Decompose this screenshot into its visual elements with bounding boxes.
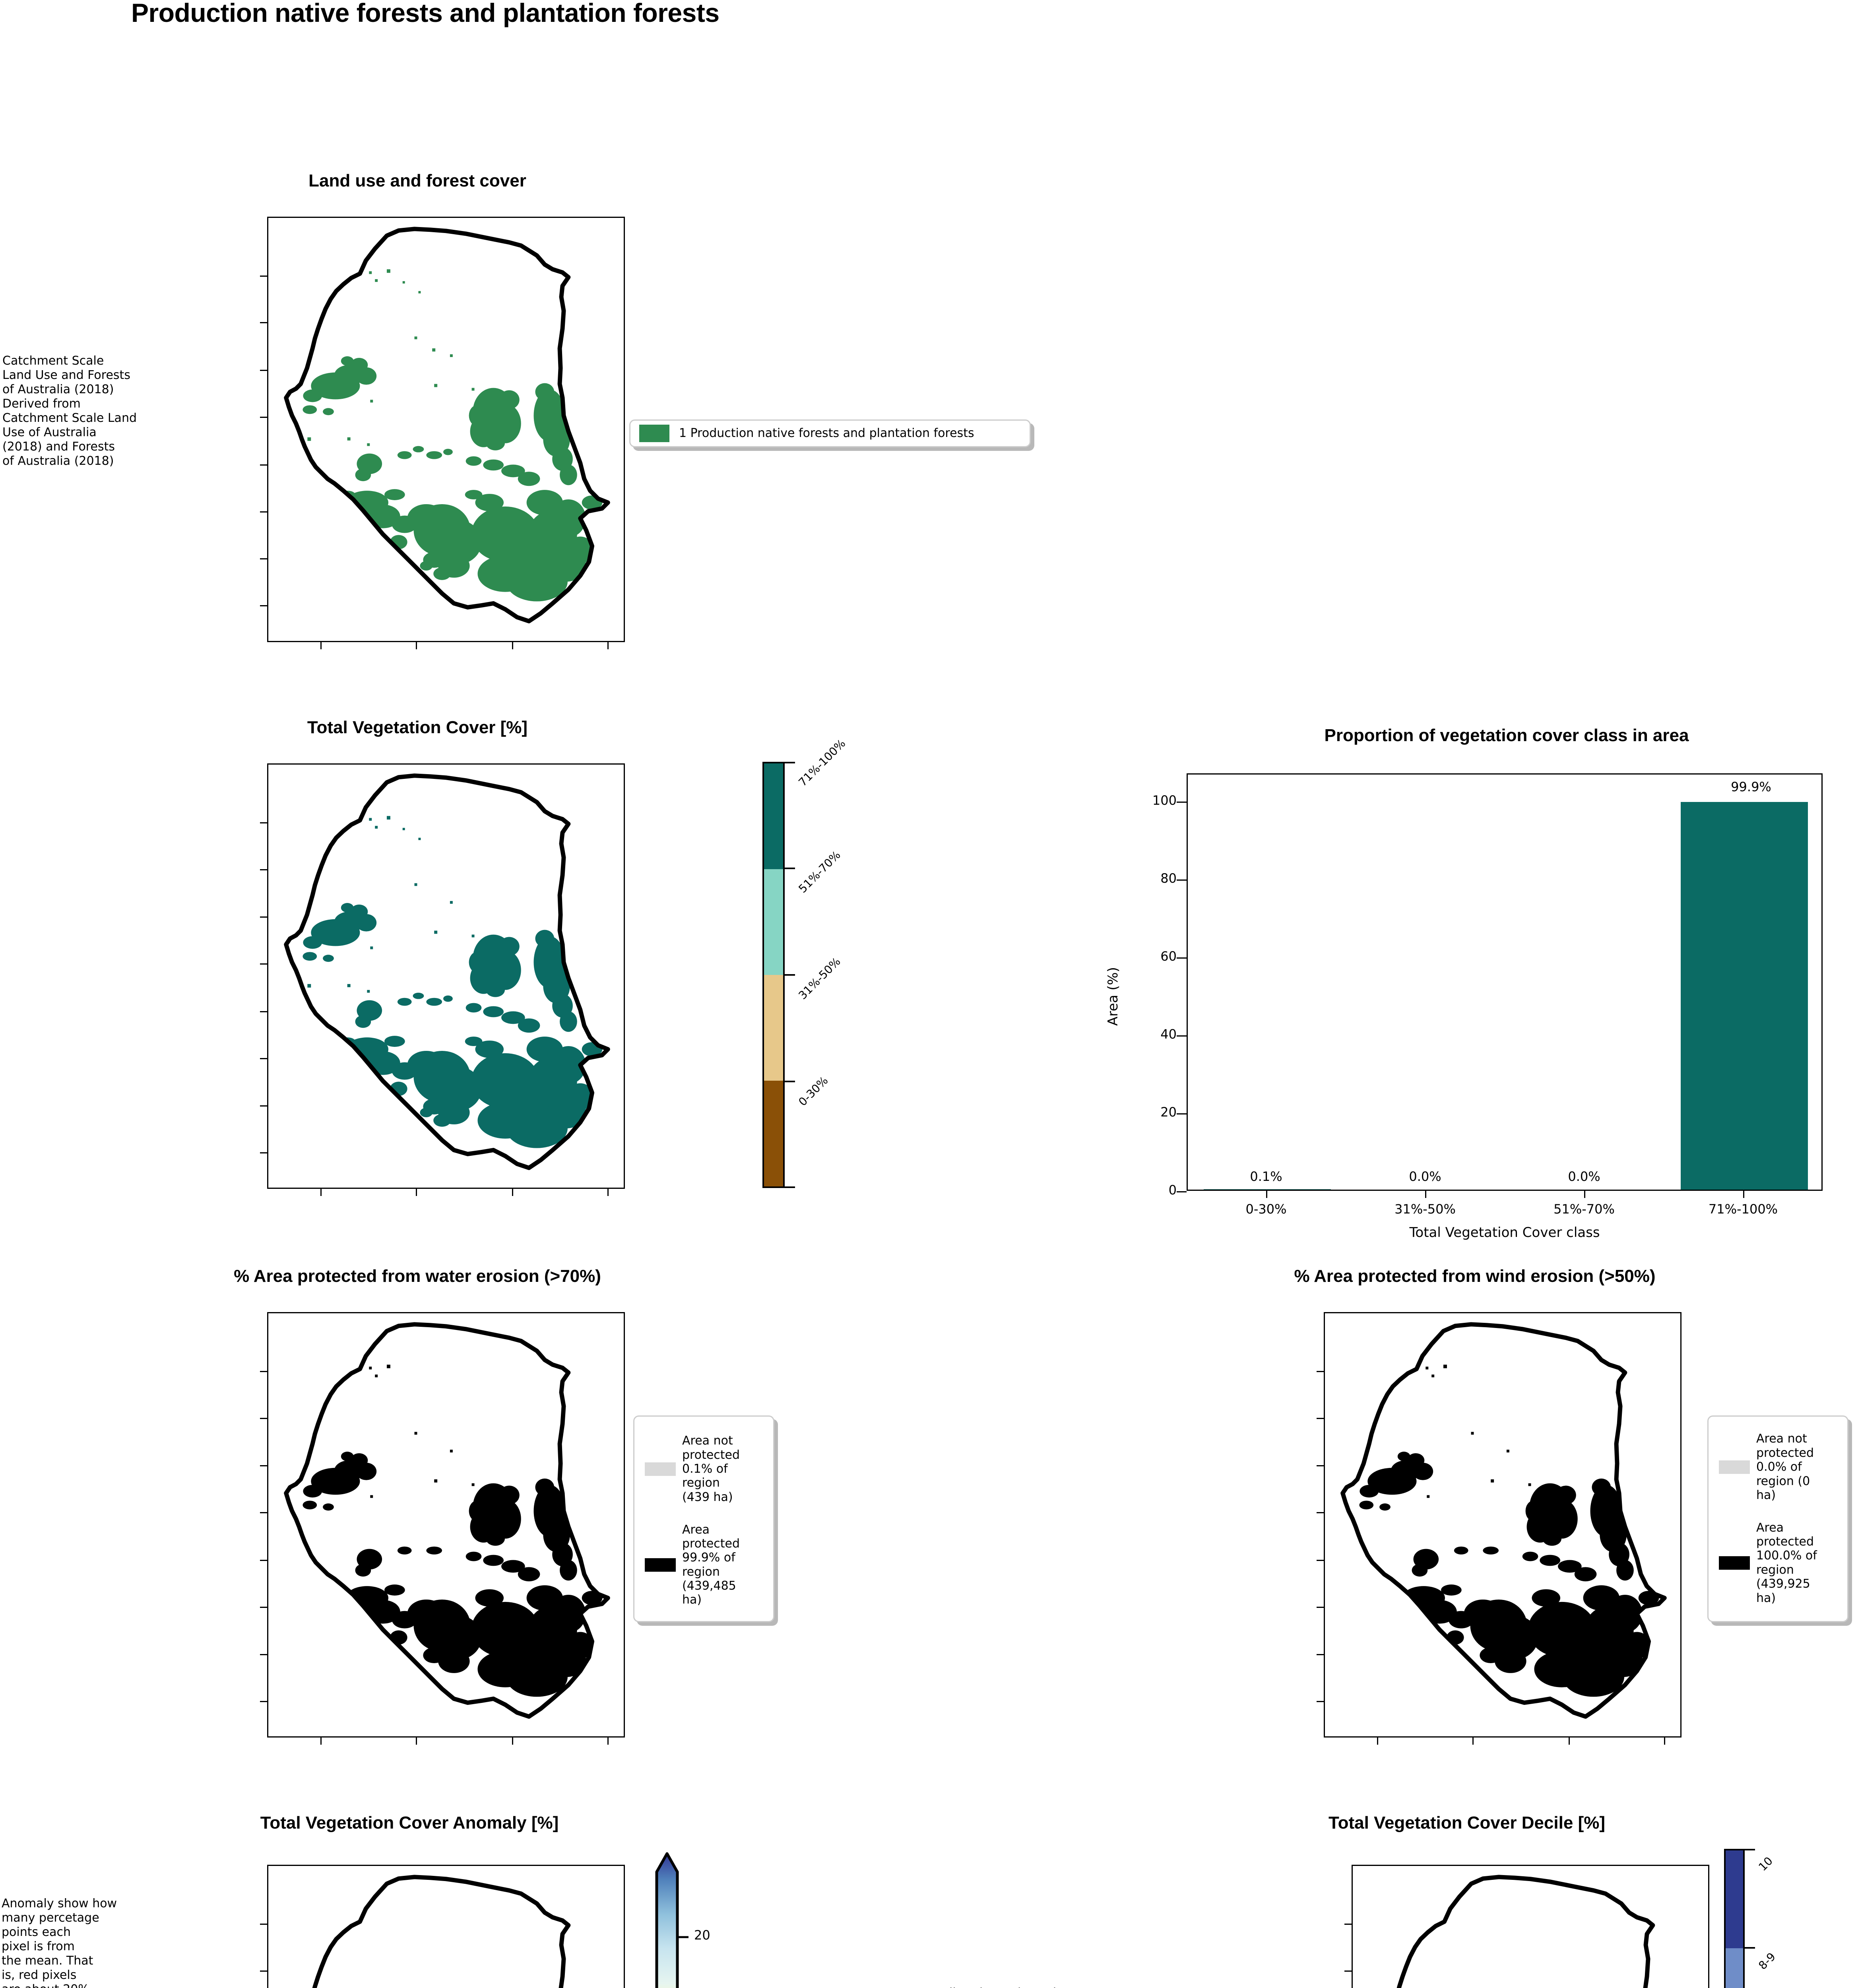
decile-colorbar-tick bbox=[1745, 1849, 1755, 1850]
chart-title: Proportion of vegetation cover class in … bbox=[1324, 726, 1689, 745]
wind-legend-label-protected: Area protected 100.0% of region (439,925… bbox=[1756, 1520, 1817, 1605]
chart-ytick-80: 80 bbox=[1160, 871, 1177, 886]
water-legend-swatch-protected bbox=[645, 1558, 676, 1572]
vegcover-colorbar-label-31-50: 31%-50% bbox=[796, 955, 843, 1002]
vegcover-colorbar-tick bbox=[785, 974, 795, 976]
vegcover-colorbar-label-0-30: 0-30% bbox=[796, 1074, 831, 1109]
vegcover-colorbar[interactable]: 71%-100% 51%-70% 31%-50% 0-30% bbox=[762, 737, 921, 1191]
vegcover-panel-title: Total Vegetation Cover [%] bbox=[307, 718, 528, 737]
anomaly-map[interactable] bbox=[267, 1865, 625, 1988]
bar-71-100[interactable] bbox=[1681, 802, 1808, 1190]
forest-cover-raster bbox=[303, 269, 607, 602]
decile-colorbar-label-10: 10 bbox=[1756, 1854, 1775, 1874]
wind-legend-label-not-protected: Area not protected 0.0% of region (0 ha) bbox=[1756, 1432, 1814, 1502]
vegcover-colorbar-seg-51-70 bbox=[764, 869, 783, 975]
water-erosion-legend[interactable]: Area not protected 0.1% of region (439 h… bbox=[633, 1415, 774, 1622]
water-legend-label-protected: Area protected 99.9% of region (439,485 … bbox=[682, 1522, 740, 1607]
water-erosion-map[interactable] bbox=[267, 1312, 625, 1738]
chart-xtick-71-100: 71%-100% bbox=[1708, 1202, 1778, 1217]
chart-ytick-0: 0 bbox=[1168, 1182, 1177, 1198]
vegcover-colorbar-tick bbox=[785, 1186, 795, 1188]
catchment-boundary bbox=[284, 227, 610, 623]
chart-x-axis-label: Total Vegetation Cover class bbox=[1409, 1225, 1600, 1241]
anomaly-panel-title: Total Vegetation Cover Anomaly [%] bbox=[260, 1813, 559, 1833]
landuse-legend[interactable]: 1 Production native forests and plantati… bbox=[629, 419, 1031, 447]
water-erosion-map-svg bbox=[284, 1322, 610, 1719]
vegcover-colorbar-seg-0-30 bbox=[764, 1081, 783, 1186]
water-legend-swatch-not-protected bbox=[645, 1462, 676, 1476]
vegcover-colorbar-label-51-70: 51%-70% bbox=[796, 848, 843, 896]
anomaly-colorbar[interactable]: 20 10 0 −10 −20 bbox=[636, 1845, 767, 1988]
chart-y-axis-label: Area (%) bbox=[1105, 967, 1121, 1026]
landuse-map[interactable] bbox=[267, 217, 625, 642]
bar-0-30[interactable] bbox=[1204, 1189, 1331, 1190]
anomaly-colorbar-svg bbox=[655, 1852, 689, 1988]
chart-ytick-100: 100 bbox=[1152, 793, 1177, 808]
wind-erosion-panel-title: % Area protected from wind erosion (>50%… bbox=[1294, 1266, 1656, 1286]
decile-map[interactable] bbox=[1352, 1865, 1709, 1988]
landuse-map-svg bbox=[284, 227, 610, 623]
chart-xtick-0-30: 0-30% bbox=[1245, 1202, 1287, 1217]
landuse-legend-label: 1 Production native forests and plantati… bbox=[679, 426, 974, 441]
landuse-panel-title: Land use and forest cover bbox=[308, 171, 526, 190]
bar-value-label-71-100: 99.9% bbox=[1731, 779, 1771, 794]
wind-erosion-map-svg bbox=[1340, 1322, 1667, 1719]
vegcover-colorbar-box bbox=[762, 762, 785, 1188]
anomaly-colorbar-tick-20: 20 bbox=[694, 1928, 710, 1943]
vegcover-colorbar-seg-31-50 bbox=[764, 975, 783, 1081]
decile-colorbar-box bbox=[1724, 1849, 1745, 1988]
decile-colorbar-label-8-9: 8-9 bbox=[1756, 1950, 1778, 1972]
landuse-legend-swatch bbox=[639, 425, 669, 442]
chart-ytick-40: 40 bbox=[1160, 1027, 1177, 1042]
vegcover-colorbar-seg-71-100 bbox=[764, 763, 783, 869]
wind-erosion-legend[interactable]: Area not protected 0.0% of region (0 ha)… bbox=[1707, 1415, 1848, 1622]
wind-legend-swatch-protected bbox=[1719, 1556, 1750, 1570]
chart-ytick-60: 60 bbox=[1160, 949, 1177, 964]
chart-xtick-51-70: 51%-70% bbox=[1554, 1202, 1615, 1217]
anomaly-side-note: Anomaly show how many percetage points e… bbox=[2, 1897, 117, 1988]
chart-xtick-31-50: 31%-50% bbox=[1394, 1202, 1456, 1217]
proportion-bar-chart[interactable] bbox=[1187, 773, 1823, 1191]
vegcover-map-svg bbox=[284, 773, 610, 1170]
wind-erosion-map[interactable] bbox=[1324, 1312, 1682, 1738]
decile-colorbar-seg-8-9 bbox=[1726, 1948, 1743, 1988]
wind-legend-swatch-not-protected bbox=[1719, 1460, 1750, 1474]
decile-colorbar-tick bbox=[1745, 1947, 1755, 1949]
vegcover-colorbar-tick bbox=[785, 868, 795, 869]
bar-value-label-0-30: 0.1% bbox=[1250, 1169, 1282, 1184]
decile-panel-title: Total Vegetation Cover Decile [%] bbox=[1328, 1813, 1605, 1833]
decile-map-svg bbox=[1396, 1875, 1655, 1988]
vegcover-map[interactable] bbox=[267, 763, 625, 1189]
decile-colorbar[interactable]: 10 8-9 4-7 2-3 1 bbox=[1724, 1849, 1855, 1988]
water-erosion-panel-title: % Area protected from water erosion (>70… bbox=[234, 1266, 601, 1286]
landuse-side-note: Catchment Scale Land Use and Forests of … bbox=[2, 354, 137, 468]
page-title: Production native forests and plantation… bbox=[131, 0, 720, 27]
bar-value-label-51-70: 0.0% bbox=[1568, 1169, 1600, 1184]
anomaly-map-svg bbox=[312, 1875, 571, 1988]
vegcover-colorbar-label-71-100: 71%-100% bbox=[796, 737, 848, 789]
decile-colorbar-seg-10 bbox=[1726, 1850, 1743, 1948]
chart-ytick-20: 20 bbox=[1160, 1105, 1177, 1120]
decile-side-note: Deciles show where the pixel value lies … bbox=[926, 1986, 1117, 1988]
bar-value-label-31-50: 0.0% bbox=[1409, 1169, 1441, 1184]
water-legend-label-not-protected: Area not protected 0.1% of region (439 h… bbox=[682, 1434, 740, 1504]
vegcover-colorbar-tick bbox=[785, 1081, 795, 1082]
vegcover-colorbar-tick bbox=[785, 762, 795, 763]
